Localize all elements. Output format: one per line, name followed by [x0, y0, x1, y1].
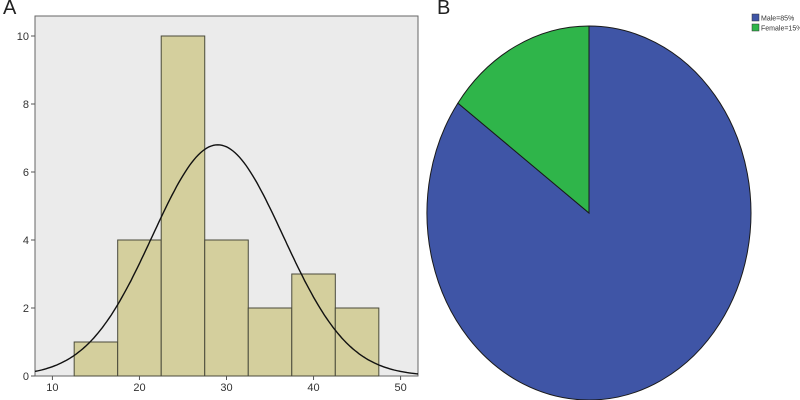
- panel-label-a: A: [3, 0, 17, 19]
- y-tick-label: 8: [23, 99, 29, 111]
- normal-curve: [34, 144, 419, 375]
- x-tick-label: 10: [46, 382, 58, 394]
- pie-legend: Male=85% Female=15%: [751, 13, 800, 33]
- histogram-bar: [247, 307, 293, 377]
- histogram-chart: 0 2 4 6 8 10 10 20 30 40 50: [17, 15, 419, 394]
- histogram-bar: [334, 307, 380, 377]
- y-tick-label: 2: [23, 303, 29, 315]
- y-tick-label: 4: [23, 235, 29, 247]
- x-tick-label: 20: [133, 382, 145, 394]
- legend-label: Male=85%: [761, 16, 794, 23]
- legend-label: Female=15%: [761, 26, 800, 33]
- pie-slice: [457, 25, 590, 215]
- legend-swatch: [751, 23, 760, 32]
- legend-swatch: [751, 13, 760, 22]
- histogram-bar: [204, 239, 249, 377]
- panel-label-b: B: [437, 0, 451, 19]
- y-tick-label: 6: [23, 167, 29, 179]
- y-tick-label: 10: [17, 31, 29, 43]
- x-tick-label: 50: [394, 382, 406, 394]
- y-tick-label: 0: [23, 371, 29, 383]
- histogram-bar: [160, 35, 206, 377]
- x-tick-label: 30: [220, 382, 232, 394]
- x-tick-label: 40: [307, 382, 319, 394]
